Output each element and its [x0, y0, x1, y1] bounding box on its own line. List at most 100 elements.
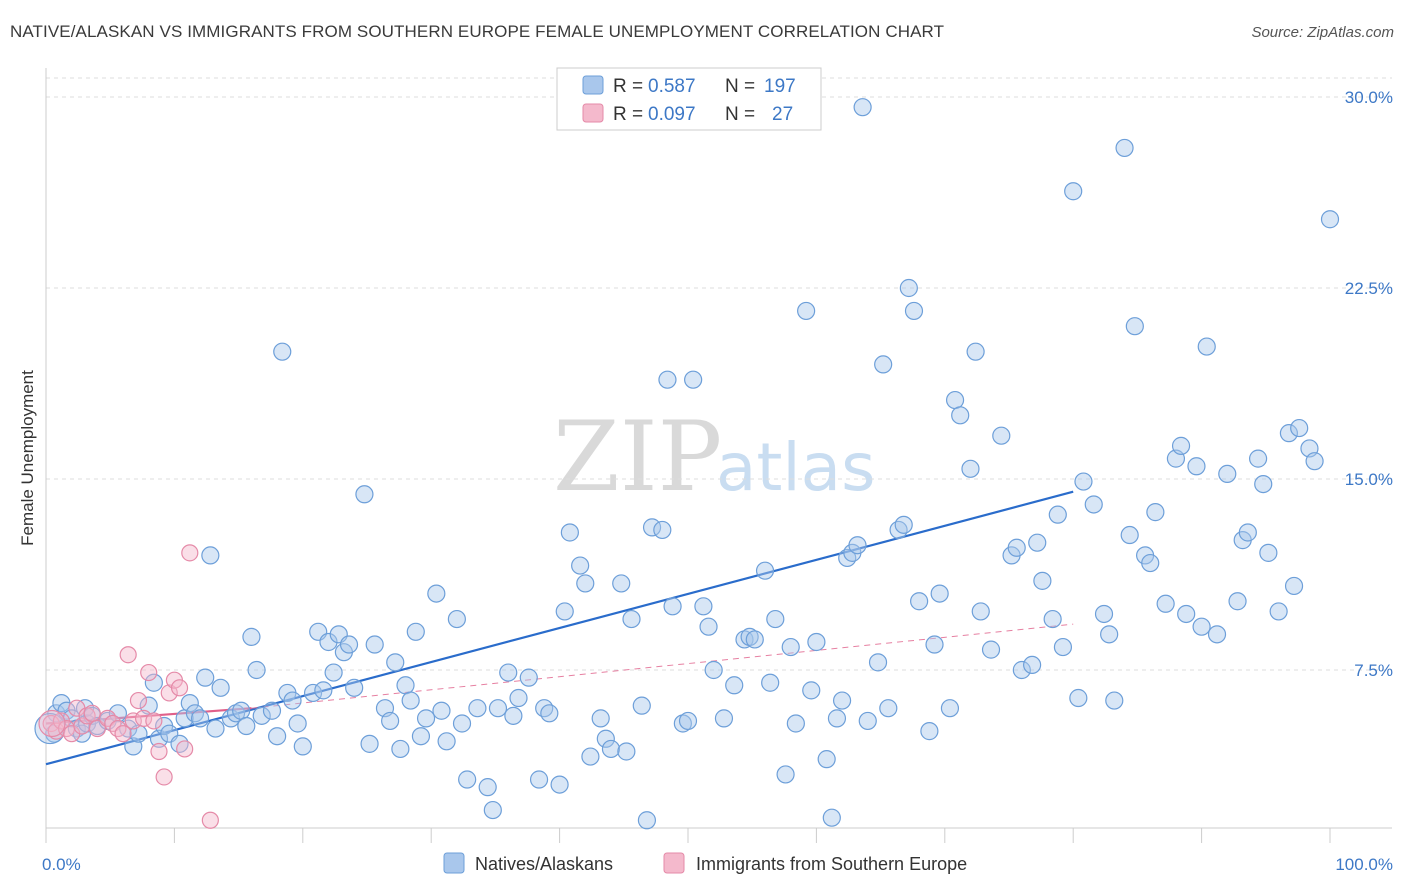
- x-tick-label: 0.0%: [42, 855, 81, 874]
- point-natives: [252, 706, 271, 725]
- point-natives: [1238, 523, 1257, 542]
- point-natives: [247, 660, 266, 680]
- point-natives: [807, 632, 826, 652]
- x-tick-label: 100.0%: [1335, 855, 1393, 874]
- point-natives: [185, 704, 205, 723]
- point-natives: [345, 678, 364, 697]
- point-southern-europe: [114, 725, 132, 743]
- point-natives: [622, 609, 641, 629]
- point-natives: [910, 592, 929, 611]
- point-southern-europe: [170, 679, 189, 697]
- point-natives: [411, 727, 431, 746]
- point-natives: [180, 694, 199, 713]
- point-natives: [293, 737, 312, 756]
- point-natives: [678, 711, 698, 731]
- point-southern-europe: [150, 742, 168, 761]
- point-natives: [391, 739, 410, 759]
- legend-bottom-natives: Natives/Alaskans: [475, 854, 613, 874]
- point-natives: [925, 635, 944, 654]
- point-natives: [273, 342, 292, 361]
- point-natives: [940, 699, 960, 718]
- point-natives: [699, 617, 718, 636]
- point-natives: [848, 536, 867, 555]
- point-natives: [478, 778, 497, 797]
- point-natives: [930, 584, 949, 603]
- point-natives: [832, 691, 852, 710]
- point-southern-europe-cluster: [38, 709, 66, 738]
- point-natives: [339, 635, 359, 654]
- point-natives: [319, 632, 338, 652]
- point-natives: [617, 742, 636, 761]
- legend-bottom: Natives/Alaskans Immigrants from Souther…: [443, 852, 967, 874]
- point-natives: [458, 770, 477, 789]
- watermark-zip: ZIP: [553, 401, 722, 513]
- point-natives: [755, 561, 775, 580]
- point-natives: [535, 699, 554, 718]
- point-natives: [365, 635, 384, 654]
- point-natives: [781, 637, 800, 657]
- point-natives: [822, 808, 841, 827]
- point-natives: [1254, 474, 1273, 494]
- point-natives: [601, 739, 621, 759]
- point-southern-europe: [181, 544, 199, 562]
- point-natives: [452, 714, 472, 733]
- point-natives: [1064, 182, 1083, 201]
- point-natives: [992, 426, 1011, 445]
- point-natives: [262, 701, 282, 720]
- legend-r-label: R =: [613, 104, 643, 125]
- y-tick-label: 30.0%: [1345, 88, 1393, 107]
- point-natives: [894, 515, 913, 534]
- point-natives: [1290, 418, 1309, 438]
- point-natives: [1284, 576, 1304, 596]
- point-natives: [1043, 609, 1062, 629]
- point-natives: [714, 709, 734, 728]
- point-natives: [1218, 464, 1237, 484]
- legend-r-value: 0.587: [648, 76, 696, 97]
- axes: [45, 68, 1392, 843]
- point-natives: [1177, 604, 1196, 624]
- point-natives: [221, 709, 240, 728]
- y-tick-label: 15.0%: [1345, 470, 1393, 489]
- point-natives: [237, 716, 256, 736]
- point-natives: [488, 699, 508, 718]
- point-natives: [694, 597, 713, 616]
- legend-swatch-blue: [582, 75, 604, 95]
- point-natives: [858, 711, 877, 731]
- point-southern-europe: [83, 704, 101, 722]
- point-natives: [406, 622, 425, 641]
- chart-title: NATIVE/ALASKAN VS IMMIGRANTS FROM SOUTHE…: [10, 22, 945, 41]
- point-natives: [360, 734, 379, 753]
- point-natives: [560, 523, 579, 542]
- point-natives: [904, 301, 924, 321]
- watermark: ZIP atlas: [553, 401, 876, 513]
- source-label: Source: ZipAtlas.com: [1251, 24, 1394, 41]
- legend-bottom-southern-europe: Immigrants from Southern Europe: [696, 854, 967, 874]
- point-natives: [1115, 138, 1134, 158]
- point-natives: [226, 704, 246, 723]
- point-southern-europe: [88, 719, 106, 738]
- y-tick-labels: 7.5% 15.0% 22.5% 30.0%: [1345, 88, 1393, 680]
- point-natives: [529, 770, 549, 789]
- point-southern-europe: [99, 709, 117, 727]
- point-southern-europe: [176, 740, 194, 758]
- point-natives: [776, 765, 795, 784]
- point-natives: [1105, 691, 1124, 710]
- point-natives: [386, 653, 405, 672]
- point-natives: [1197, 337, 1216, 356]
- legend-swatch-pink: [582, 103, 604, 123]
- point-natives: [1094, 604, 1114, 624]
- y-tick-label: 7.5%: [1354, 661, 1393, 680]
- legend-n-value: 27: [772, 104, 793, 125]
- point-natives: [504, 706, 523, 725]
- point-natives: [1279, 424, 1299, 443]
- point-natives: [555, 602, 574, 621]
- legend-n-label: N =: [725, 104, 755, 125]
- point-southern-europe: [129, 691, 148, 710]
- point-natives: [1012, 660, 1031, 680]
- point-natives: [1156, 594, 1175, 613]
- point-natives: [637, 811, 657, 830]
- point-natives: [1320, 210, 1340, 229]
- point-natives: [540, 704, 559, 723]
- point-natives: [1146, 503, 1165, 522]
